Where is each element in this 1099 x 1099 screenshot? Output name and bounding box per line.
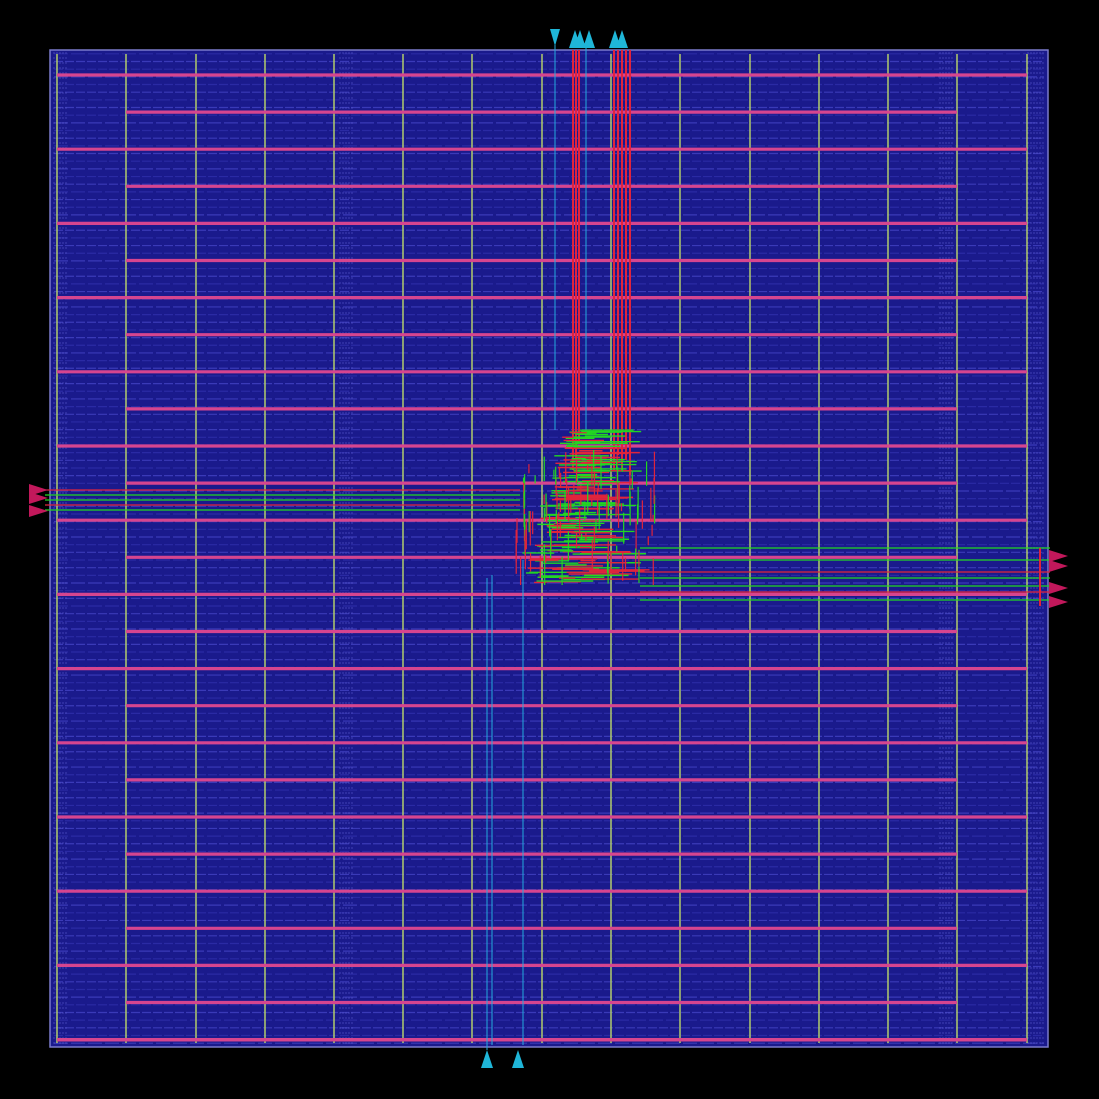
signal-routing [45, 45, 1050, 1050]
pin-right-r3 [1049, 596, 1068, 608]
pin-top-t3 [583, 30, 595, 48]
pin-left-l2 [29, 505, 48, 517]
pin-bottom-b1 [512, 1050, 524, 1068]
horizontal-power-rails [57, 73, 1027, 1042]
pin-right-r1 [1049, 560, 1068, 572]
pin-left-l1 [29, 492, 48, 504]
pin-right-r2 [1049, 582, 1068, 594]
logic-cluster [515, 429, 656, 585]
pin-top-t0 [550, 29, 560, 46]
pin-bottom-b0 [481, 1050, 493, 1068]
pin-top-t2 [574, 30, 586, 48]
pin-right-r0 [1049, 550, 1068, 562]
io-pins [29, 29, 1068, 1068]
pin-top-t5 [616, 30, 628, 48]
pin-left-l0 [29, 484, 48, 496]
